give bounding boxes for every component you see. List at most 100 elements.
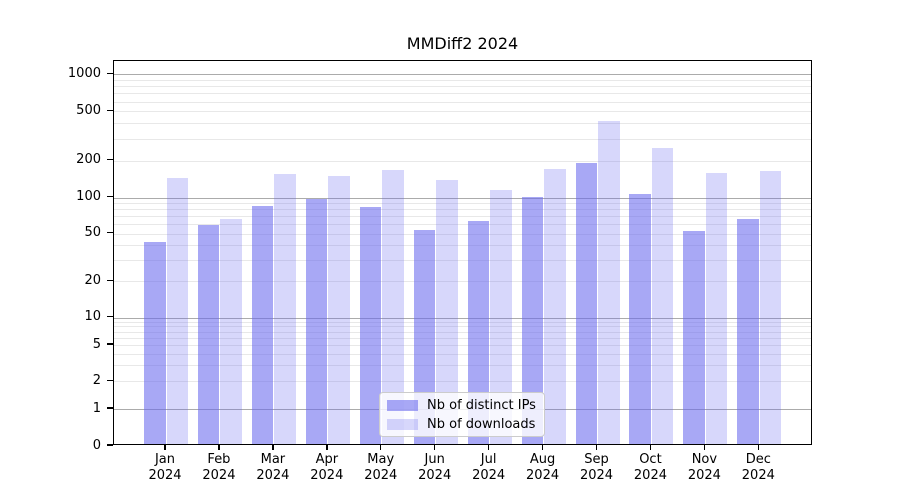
gridline-minor [114, 326, 811, 328]
chart-title: MMDiff2 2024 [406, 34, 519, 53]
x-tick-label-year: 2024 [526, 468, 560, 483]
bar-distinct-ips-nov [683, 230, 705, 444]
bar-downloads-apr [328, 175, 350, 444]
x-tick [541, 445, 544, 450]
x-tick-label-year: 2024 [579, 468, 614, 483]
bar-downloads-aug [544, 169, 566, 444]
gridline-minor [114, 281, 811, 283]
legend-label-distinct-ips: Nb of distinct IPs [427, 397, 536, 413]
bar-distinct-ips-jan [144, 241, 166, 444]
y-tick [107, 343, 113, 345]
bar-downloads-mar [274, 174, 296, 444]
plot-area [113, 60, 812, 445]
bar-downloads-may [382, 170, 404, 444]
bar-downloads-sep [598, 120, 620, 444]
x-tick [595, 445, 598, 450]
x-tick-label: Nov 2024 [672, 452, 736, 484]
gridline-minor [114, 224, 811, 226]
gridline-minor [114, 111, 811, 113]
bar-distinct-ips-dec [737, 218, 759, 444]
legend-label-downloads: Nb of downloads [427, 416, 536, 432]
gridline-minor [114, 381, 811, 383]
x-tick-label-year: 2024 [418, 468, 452, 483]
bar-distinct-ips-mar [251, 205, 274, 444]
bar-distinct-ips-sep [575, 162, 598, 444]
x-tick-label-year: 2024 [472, 468, 506, 483]
x-tick-label-year: 2024 [741, 468, 775, 483]
y-tick [107, 315, 113, 318]
gridline-minor [114, 365, 811, 367]
y-tick-label: 1000 [67, 65, 101, 81]
x-tick-label-year: 2024 [310, 468, 344, 483]
gridline-minor [114, 79, 811, 81]
x-tick-label-year: 2024 [687, 468, 721, 483]
gridline-minor [114, 245, 811, 247]
x-tick-label: May 2024 [349, 452, 413, 484]
legend-row-downloads: Nb of downloads [387, 416, 544, 432]
legend: Nb of distinct IPs Nb of downloads [379, 392, 545, 437]
plot-inner [114, 61, 811, 444]
gridline-minor [114, 216, 811, 218]
x-tick [326, 445, 328, 450]
gridline-minor [114, 233, 811, 235]
bar-downloads-jun [436, 179, 458, 444]
y-tick-label: 10 [84, 309, 101, 324]
x-tick-label-year: 2024 [364, 468, 398, 483]
x-tick-label: Apr 2024 [295, 452, 359, 484]
gridline-minor [114, 353, 811, 355]
x-tick-label-year: 2024 [148, 468, 182, 483]
x-tick [380, 445, 382, 450]
x-tick-label-year: 2024 [633, 468, 667, 483]
x-tick-label: Sep 2024 [565, 452, 629, 484]
x-tick-label: Jul 2024 [457, 452, 521, 484]
gridline-minor [114, 123, 811, 125]
x-tick-label: Jan 2024 [133, 452, 197, 484]
x-tick-label-year: 2024 [256, 468, 290, 483]
legend-swatch-distinct-ips [387, 399, 418, 411]
gridline-minor [114, 260, 811, 262]
y-tick-label: 2 [92, 372, 101, 388]
y-tick-label: 100 [76, 189, 101, 205]
bar-downloads-jul [490, 189, 512, 444]
x-tick [649, 445, 652, 450]
y-tick [107, 109, 113, 112]
y-tick [107, 158, 113, 161]
bar-distinct-ips-feb [197, 225, 220, 444]
y-tick-label: 5 [92, 336, 101, 352]
gridline-minor [114, 101, 811, 103]
gridline-minor [114, 345, 811, 347]
bar-distinct-ips-jun [413, 229, 436, 444]
y-tick-label: 0 [92, 437, 101, 453]
bar-distinct-ips-may [359, 207, 382, 444]
bar-distinct-ips-jul [467, 220, 490, 444]
gridline-minor [114, 331, 811, 333]
x-tick [434, 445, 436, 450]
gridline-minor [114, 337, 811, 339]
x-tick-label: Dec 2024 [726, 452, 790, 484]
gridline-major [114, 317, 811, 319]
x-tick-label: Oct 2024 [618, 452, 682, 484]
bar-distinct-ips-apr [305, 198, 328, 444]
y-tick [107, 279, 113, 282]
x-tick [272, 445, 274, 450]
y-tick-label: 500 [76, 102, 101, 118]
y-tick [107, 379, 113, 382]
y-tick-label: 20 [84, 272, 101, 288]
x-tick [703, 445, 706, 450]
x-tick-label-year: 2024 [202, 468, 236, 483]
gridline-major [114, 197, 811, 199]
bar-distinct-ips-aug [521, 196, 544, 444]
x-tick [757, 445, 760, 450]
gridline-minor [114, 321, 811, 323]
y-tick-label: 50 [84, 225, 101, 241]
x-tick [487, 445, 490, 450]
bar-distinct-ips-oct [629, 193, 651, 444]
y-tick [107, 232, 113, 234]
gridline-minor [114, 160, 811, 162]
x-tick-label: Feb 2024 [187, 452, 251, 484]
y-tick [107, 407, 113, 409]
x-tick [218, 445, 220, 450]
x-tick-label: Aug 2024 [511, 452, 575, 484]
gridline-minor [114, 138, 811, 140]
